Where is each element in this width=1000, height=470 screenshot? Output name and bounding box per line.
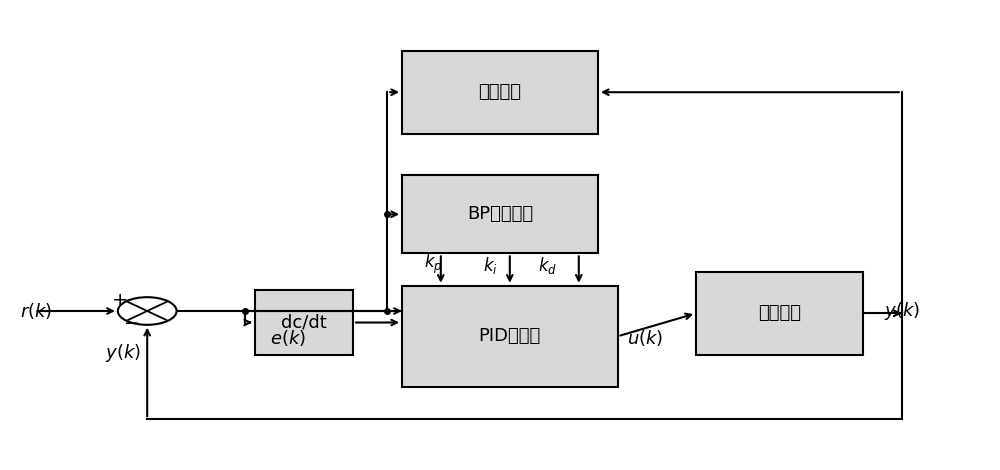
Circle shape	[118, 297, 177, 325]
Text: $u(k)$: $u(k)$	[627, 328, 664, 348]
Text: PID控制器: PID控制器	[479, 327, 541, 345]
Text: dc/dt: dc/dt	[281, 313, 327, 331]
Bar	[696, 272, 863, 355]
Text: +: +	[112, 291, 128, 310]
Text: $y(k)$: $y(k)$	[884, 300, 920, 322]
Text: $y(k)$: $y(k)$	[105, 342, 141, 364]
Text: 学习算法: 学习算法	[479, 83, 522, 101]
Text: 被控对象: 被控对象	[758, 304, 801, 322]
Bar	[402, 51, 598, 133]
Bar	[402, 286, 618, 387]
Bar	[255, 290, 353, 355]
Text: $e(k)$: $e(k)$	[270, 328, 306, 348]
Bar	[402, 175, 598, 253]
Text: $k_p$: $k_p$	[424, 251, 443, 275]
Text: BP神经网络: BP神经网络	[467, 205, 533, 223]
Text: −: −	[124, 314, 141, 333]
Text: $k_d$: $k_d$	[538, 255, 557, 275]
Text: $k_i$: $k_i$	[483, 255, 498, 275]
Text: $r(k)$: $r(k)$	[20, 301, 52, 321]
